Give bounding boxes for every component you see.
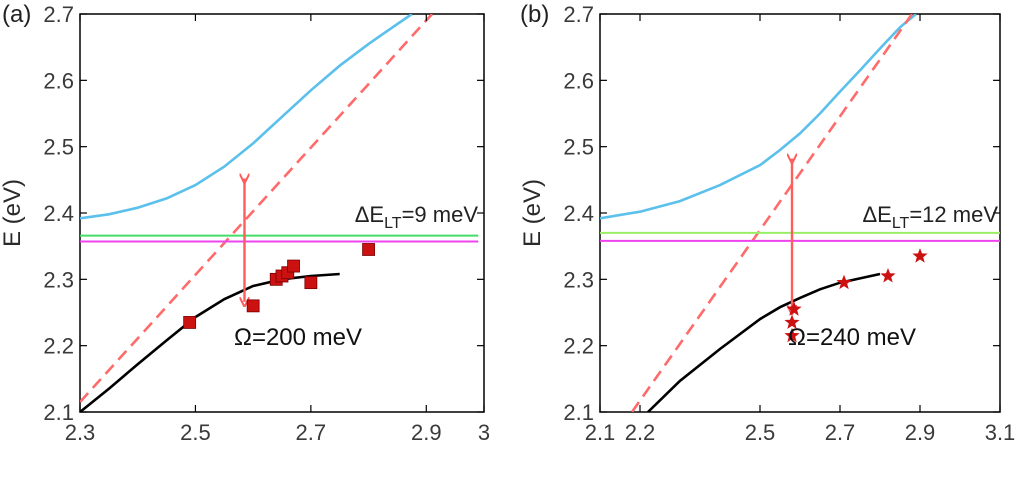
plot-frame-a bbox=[79, 13, 485, 413]
data-point-b bbox=[836, 274, 852, 290]
delta-elt-annotation-b: ΔELT=12 meV bbox=[862, 202, 998, 232]
series-photon-b bbox=[630, 14, 914, 412]
data-point-a bbox=[362, 243, 375, 256]
x-tick-label-b: 2.9 bbox=[905, 420, 936, 445]
x-tick-label-a: 3 bbox=[478, 420, 490, 445]
y-tick-label-b: 2.6 bbox=[563, 68, 594, 93]
series-photon-a bbox=[80, 14, 434, 403]
x-tick-label-a: 2.9 bbox=[411, 420, 442, 445]
y-tick-label-b: 2.7 bbox=[563, 2, 594, 27]
data-point-b bbox=[784, 314, 800, 329]
panel-b: 2.12.22.32.42.52.62.72.1 2.2 2.5 2.7 2.9 3.1 … bbox=[519, 1, 1015, 445]
y-tick-label-a: 2.2 bbox=[43, 334, 74, 359]
series-upper-a bbox=[80, 14, 413, 220]
data-point-b bbox=[912, 248, 928, 263]
y-axis-label-a: E (eV) bbox=[0, 179, 26, 247]
series-upper-b bbox=[600, 14, 917, 220]
y-tick-label-a: 2.6 bbox=[43, 68, 74, 93]
y-tick-label-a: 2.3 bbox=[43, 267, 74, 292]
x-tick-label-b: 2.5 bbox=[745, 420, 776, 445]
x-tick-label-b: 3.1 bbox=[985, 420, 1016, 445]
y-tick-label-a: 2.5 bbox=[43, 135, 74, 160]
x-tick-label-a: 2.7 bbox=[296, 420, 327, 445]
x-tick-label-b: 2.7 bbox=[825, 420, 856, 445]
panel-a: 2.1 2.2 2.3 2.4 2.5 2.6 2.7 2.3 2.5 2.7 2.9 3 (a) E… bbox=[0, 1, 490, 445]
y-tick-label-a: 2.4 bbox=[43, 201, 74, 226]
omega-label-b: Ω=240 meV bbox=[788, 324, 916, 351]
x-tick-label-a: 2.3 bbox=[65, 420, 96, 445]
data-point-b bbox=[880, 268, 896, 283]
panel-label-a: (a) bbox=[2, 1, 31, 28]
plot-frame-b bbox=[599, 13, 1001, 413]
data-point-a bbox=[287, 259, 300, 273]
series-lower-b bbox=[647, 272, 881, 412]
x-tick-label-b: 2.2 bbox=[625, 420, 656, 445]
data-point-a bbox=[246, 299, 260, 313]
data-point-b bbox=[786, 301, 802, 316]
y-tick-label-b: 2.5 bbox=[563, 135, 594, 160]
x-tick-label-a: 2.5 bbox=[180, 420, 211, 445]
panel-label-b: (b) bbox=[520, 1, 549, 28]
data-point-a bbox=[183, 316, 197, 329]
y-tick-label-a: 2.1 bbox=[43, 400, 74, 425]
data-point-a bbox=[304, 276, 318, 290]
delta-elt-annotation-a: ΔELT=9 meV bbox=[355, 202, 479, 232]
data-point-b bbox=[784, 327, 800, 343]
y-tick-label-a: 2.7 bbox=[43, 2, 74, 27]
y-tick-label-b: 2.2 bbox=[563, 334, 594, 359]
omega-label-a: Ω=200 meV bbox=[234, 324, 362, 351]
y-tick-label-b: 2.4 bbox=[563, 201, 594, 226]
y-tick-label-b: 2.1 bbox=[563, 400, 594, 425]
y-axis-label-b: E (eV) bbox=[519, 179, 546, 247]
x-tick-label-b: 2.1 bbox=[585, 420, 616, 445]
y-tick-label-b: 2.3 bbox=[563, 267, 594, 292]
series-lower-a bbox=[80, 272, 340, 412]
